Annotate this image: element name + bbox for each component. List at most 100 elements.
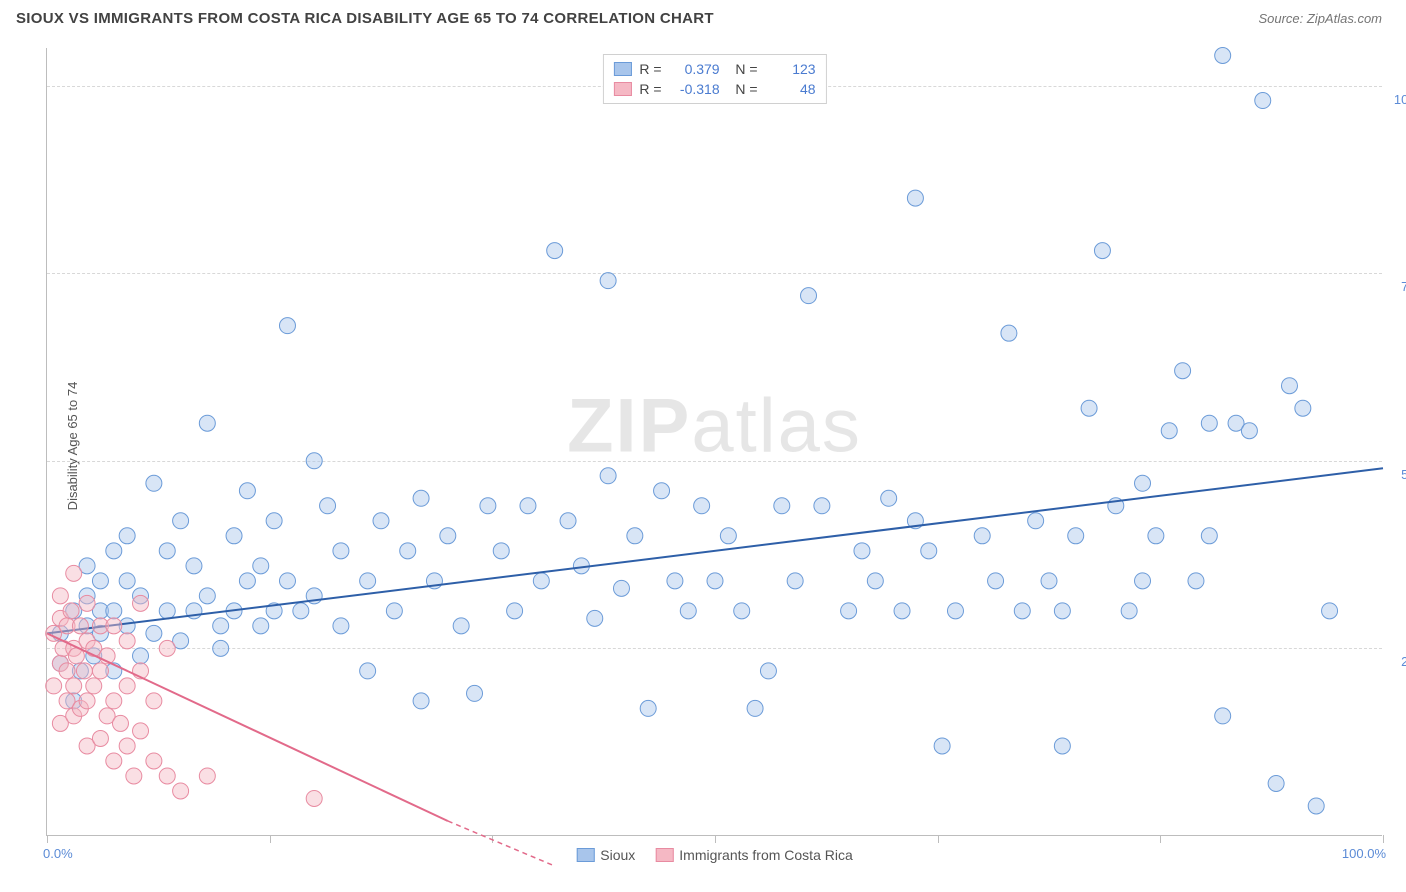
data-point [72,618,88,634]
data-point [760,663,776,679]
data-point [1121,603,1137,619]
data-point [279,573,295,589]
data-point [440,528,456,544]
data-point [373,513,389,529]
data-point [680,603,696,619]
data-point [159,543,175,559]
data-point [1148,528,1164,544]
data-point [1175,363,1191,379]
data-point [66,678,82,694]
data-point [133,595,149,611]
data-point [146,693,162,709]
scatter-svg [47,48,1382,835]
data-point [1308,798,1324,814]
x-tick [715,835,716,843]
legend-item-sioux: Sioux [576,847,635,863]
data-point [907,190,923,206]
data-point [1028,513,1044,529]
data-point [92,730,108,746]
data-point [867,573,883,589]
data-point [493,543,509,559]
data-point [360,573,376,589]
data-point [239,573,255,589]
data-point [894,603,910,619]
data-point [1054,603,1070,619]
data-point [146,625,162,641]
data-point [213,618,229,634]
legend-label-sioux: Sioux [600,847,635,863]
data-point [1041,573,1057,589]
data-point [112,715,128,731]
data-point [293,603,309,619]
data-point [1161,423,1177,439]
data-point [814,498,830,514]
data-point [306,453,322,469]
data-point [453,618,469,634]
data-point [921,543,937,559]
data-point [79,693,95,709]
data-point [279,318,295,334]
x-axis-max-label: 100.0% [1342,846,1386,861]
data-point [1135,573,1151,589]
legend-item-costa-rica: Immigrants from Costa Rica [655,847,852,863]
chart-title: SIOUX VS IMMIGRANTS FROM COSTA RICA DISA… [16,10,714,27]
data-point [63,603,79,619]
source-label: Source: ZipAtlas.com [1258,11,1382,26]
x-axis-min-label: 0.0% [43,846,73,861]
legend-swatch-costa-rica [655,848,673,862]
data-point [119,573,135,589]
data-point [881,490,897,506]
data-point [106,543,122,559]
data-point [654,483,670,499]
data-point [159,603,175,619]
data-point [1201,528,1217,544]
data-point [747,700,763,716]
data-point [801,288,817,304]
data-point [66,565,82,581]
data-point [133,648,149,664]
data-point [1014,603,1030,619]
data-point [1135,475,1151,491]
data-point [79,595,95,611]
x-tick [938,835,939,843]
data-point [266,513,282,529]
data-point [1241,423,1257,439]
data-point [1215,48,1231,64]
legend-label-costa-rica: Immigrants from Costa Rica [679,847,852,863]
data-point [226,528,242,544]
legend-swatch-sioux [576,848,594,862]
data-point [253,558,269,574]
data-point [1054,738,1070,754]
data-point [974,528,990,544]
data-point [199,415,215,431]
data-point [119,738,135,754]
data-point [667,573,683,589]
legend-bottom: Sioux Immigrants from Costa Rica [576,847,853,863]
data-point [467,685,483,701]
data-point [413,693,429,709]
data-point [400,543,416,559]
data-point [1094,243,1110,259]
data-point [613,580,629,596]
data-point [1215,708,1231,724]
data-point [841,603,857,619]
trend-line-extrapolated [448,821,555,866]
data-point [947,603,963,619]
data-point [119,633,135,649]
y-tick-label: 100.0% [1394,92,1406,107]
data-point [1255,93,1271,109]
data-point [106,693,122,709]
data-point [386,603,402,619]
x-tick [1160,835,1161,843]
data-point [707,573,723,589]
data-point [734,603,750,619]
data-point [133,723,149,739]
data-point [92,663,108,679]
trend-line [47,633,448,821]
data-point [1201,415,1217,431]
data-point [1001,325,1017,341]
data-point [199,588,215,604]
data-point [1322,603,1338,619]
data-point [1295,400,1311,416]
data-point [1068,528,1084,544]
